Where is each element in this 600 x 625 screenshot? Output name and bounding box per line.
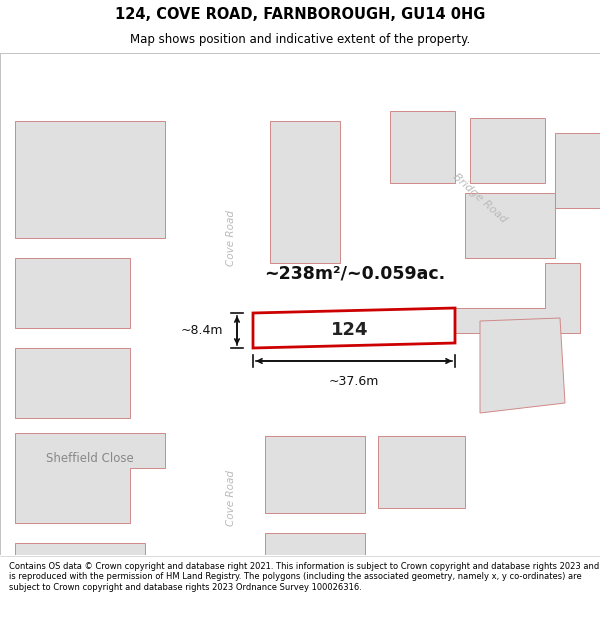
Polygon shape xyxy=(15,258,130,328)
Polygon shape xyxy=(390,111,455,183)
Text: ~238m²/~0.059ac.: ~238m²/~0.059ac. xyxy=(265,264,446,282)
Polygon shape xyxy=(15,433,165,523)
Text: Map shows position and indicative extent of the property.: Map shows position and indicative extent… xyxy=(130,33,470,46)
Polygon shape xyxy=(253,408,490,428)
Polygon shape xyxy=(270,121,340,263)
Polygon shape xyxy=(15,348,130,418)
Polygon shape xyxy=(253,308,455,348)
Polygon shape xyxy=(15,121,165,238)
Text: ~37.6m: ~37.6m xyxy=(329,375,379,388)
Text: Contains OS data © Crown copyright and database right 2021. This information is : Contains OS data © Crown copyright and d… xyxy=(9,562,599,592)
Polygon shape xyxy=(265,436,365,513)
Text: Sheffield Close: Sheffield Close xyxy=(46,451,134,464)
Text: Bridge Road: Bridge Road xyxy=(451,171,509,224)
Polygon shape xyxy=(465,193,555,258)
Polygon shape xyxy=(265,533,365,588)
Polygon shape xyxy=(480,318,565,413)
Text: ~8.4m: ~8.4m xyxy=(181,324,223,336)
Polygon shape xyxy=(0,393,210,413)
Text: 124: 124 xyxy=(331,321,369,339)
Polygon shape xyxy=(455,263,580,333)
Polygon shape xyxy=(555,133,600,208)
Polygon shape xyxy=(378,436,465,508)
Polygon shape xyxy=(210,106,253,608)
Text: Cove Road: Cove Road xyxy=(227,470,236,526)
Polygon shape xyxy=(330,106,600,308)
Polygon shape xyxy=(470,118,545,183)
Polygon shape xyxy=(0,281,210,301)
Polygon shape xyxy=(253,281,600,301)
Polygon shape xyxy=(15,543,145,593)
Text: 124, COVE ROAD, FARNBOROUGH, GU14 0HG: 124, COVE ROAD, FARNBOROUGH, GU14 0HG xyxy=(115,8,485,22)
Text: Cove Road: Cove Road xyxy=(227,210,236,266)
